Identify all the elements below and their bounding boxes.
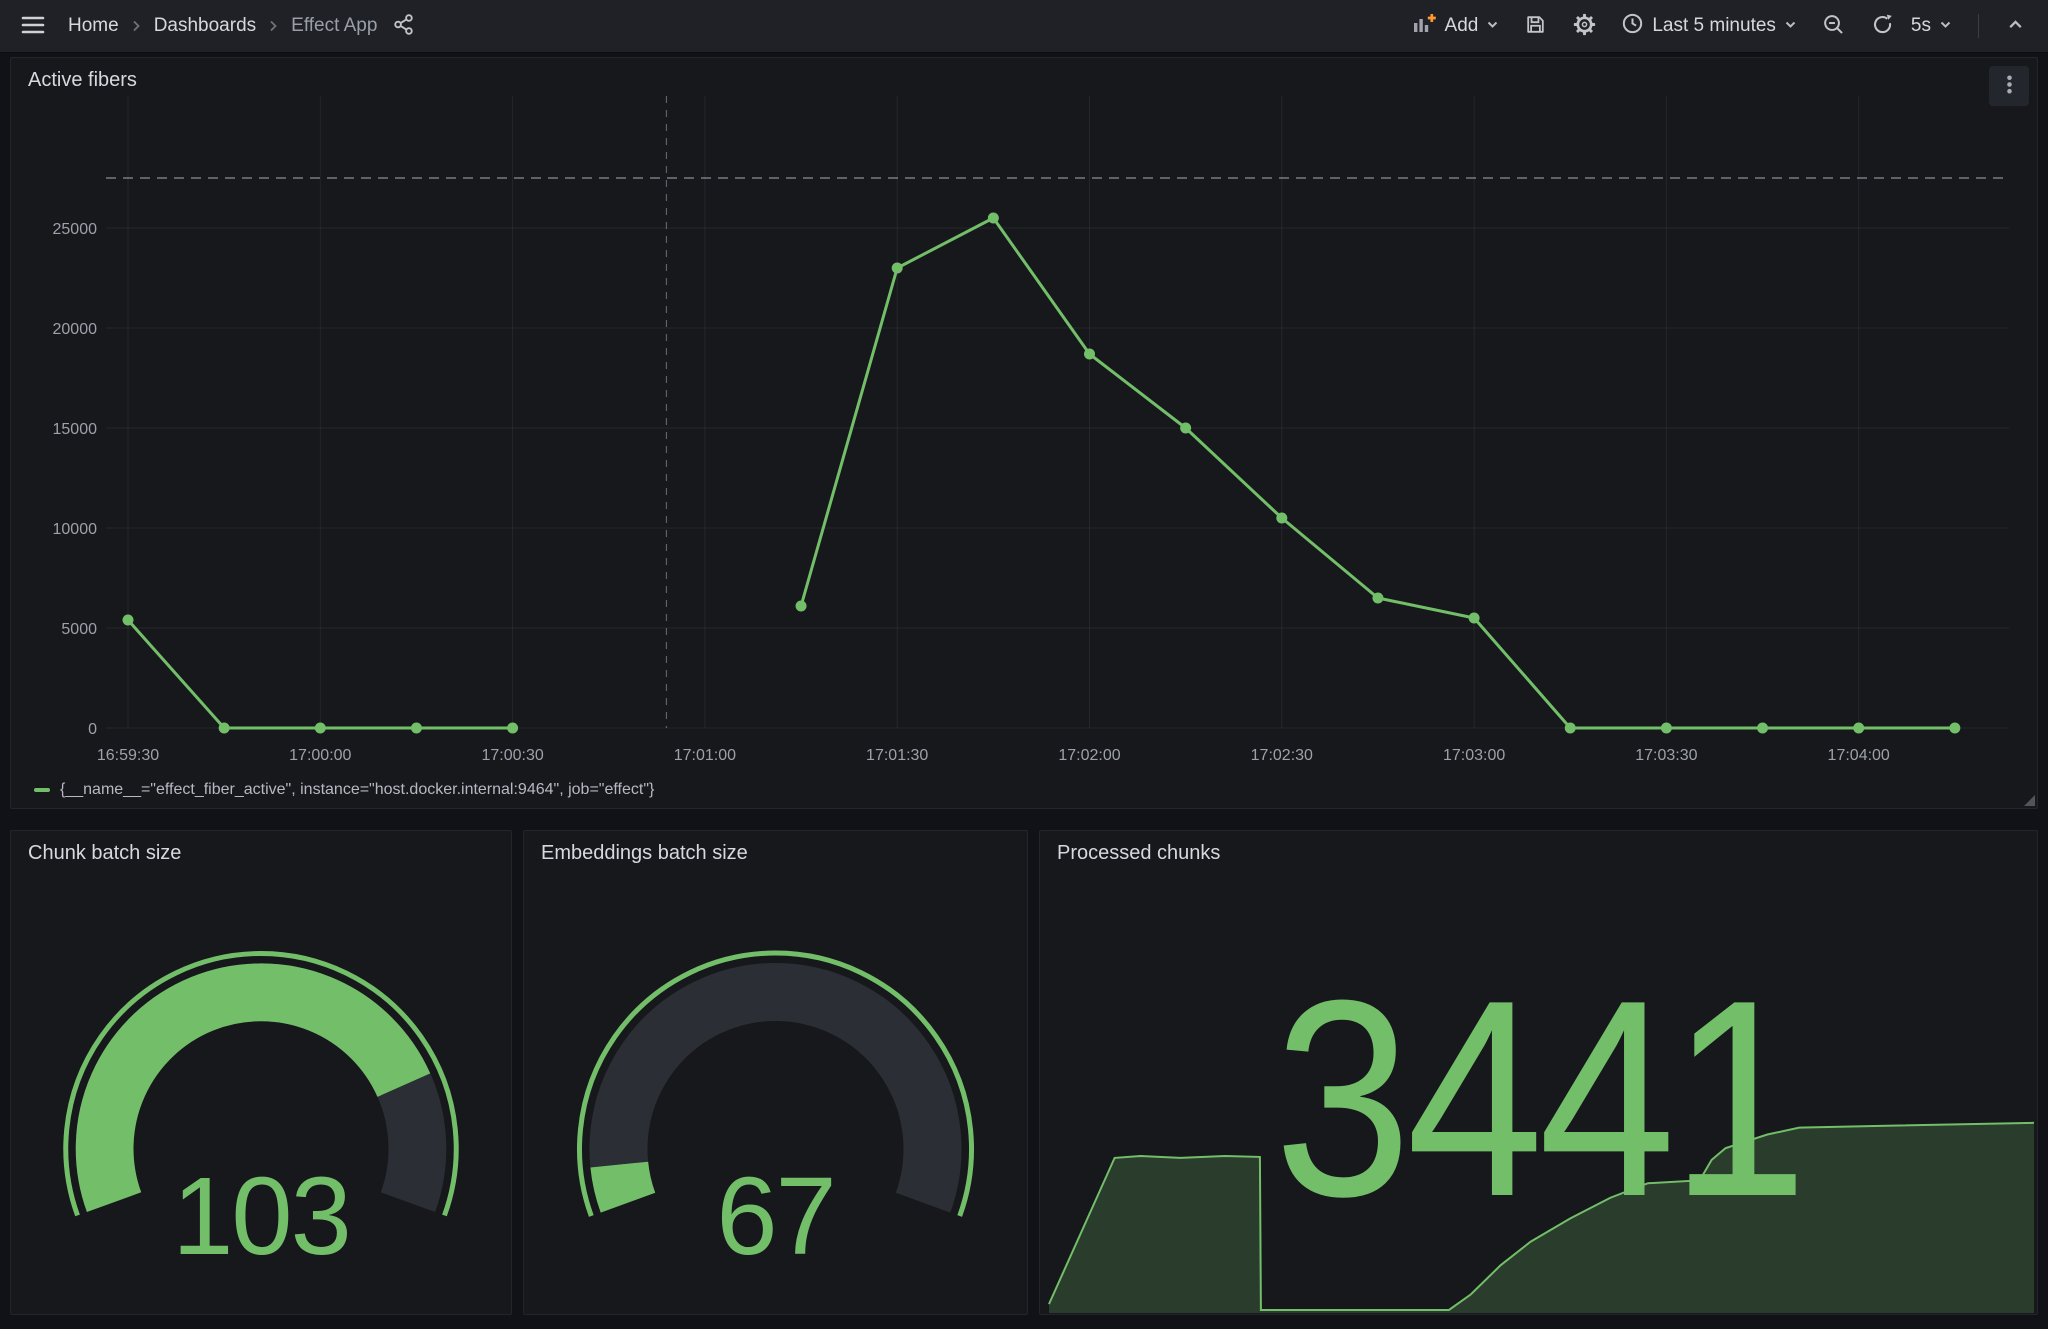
panel-menu-button[interactable] (1989, 66, 2029, 106)
panel-embeddings-batch-size: Embeddings batch size 67 (523, 830, 1028, 1315)
top-navigation: Home Dashboards Effect App Add (0, 0, 2048, 53)
svg-text:17:00:30: 17:00:30 (481, 747, 543, 764)
add-panel-button[interactable]: Add (1408, 7, 1504, 46)
chevron-up-icon (2006, 15, 2025, 37)
stat-value: 3441 (1274, 943, 1807, 1255)
svg-text:17:01:00: 17:01:00 (674, 747, 736, 764)
refresh-interval-picker[interactable]: 5s (1907, 10, 1956, 42)
chevron-right-icon (267, 19, 280, 33)
refresh-icon (1871, 13, 1894, 39)
save-dashboard-button[interactable] (1519, 8, 1552, 44)
breadcrumb-current: Effect App (291, 15, 378, 36)
svg-text:20000: 20000 (53, 321, 98, 338)
panel-title-processed-chunks[interactable]: Processed chunks (1057, 842, 1221, 864)
dashboard-grid: Active fibers 0 5000 10000 15000 20000 25000 1… (0, 53, 2048, 1315)
panel-active-fibers: Active fibers 0 5000 10000 15000 20000 25000 1… (10, 57, 2038, 809)
dashboard-settings-button[interactable] (1568, 8, 1601, 44)
time-series-chart[interactable]: 0 5000 10000 15000 20000 25000 16:59:30 17:00:0… (11, 58, 2037, 808)
svg-text:17:02:30: 17:02:30 (1251, 747, 1313, 764)
zoom-out-icon (1822, 13, 1845, 39)
legend-swatch (34, 788, 50, 792)
kebab-menu-icon (1998, 73, 2021, 99)
share-icon (392, 13, 415, 39)
svg-text:0: 0 (88, 721, 97, 738)
panel-title-active-fibers[interactable]: Active fibers (28, 69, 137, 91)
gauge-value: 103 (172, 1155, 352, 1278)
time-range-picker[interactable]: Last 5 minutes (1617, 7, 1801, 46)
gauge-chart (63, 951, 459, 1217)
zoom-out-time-button[interactable] (1817, 8, 1850, 44)
add-panel-icon (1412, 12, 1437, 41)
chevron-down-icon (1939, 15, 1952, 37)
panel-row: Chunk batch size 103 Embeddings batch si… (10, 830, 2038, 1315)
chevron-right-icon (130, 19, 143, 33)
save-icon (1524, 13, 1547, 39)
gauge-chart (577, 950, 974, 1217)
svg-text:17:02:00: 17:02:00 (1058, 747, 1120, 764)
share-dashboard-button[interactable] (387, 8, 420, 44)
clock-icon (1621, 12, 1644, 41)
svg-text:17:01:30: 17:01:30 (866, 747, 928, 764)
sparkline-chart (1048, 1121, 2035, 1313)
panel-title-chunk-batch-size[interactable]: Chunk batch size (28, 842, 182, 864)
panel-resize-handle[interactable] (2024, 795, 2035, 806)
svg-text:16:59:30: 16:59:30 (97, 747, 159, 764)
svg-text:5000: 5000 (61, 621, 97, 638)
svg-text:15000: 15000 (53, 421, 98, 438)
breadcrumb-dashboards[interactable]: Dashboards (153, 15, 257, 36)
svg-text:17:03:30: 17:03:30 (1635, 747, 1697, 764)
hamburger-icon (19, 12, 47, 41)
gear-icon (1573, 13, 1596, 39)
nav-actions: Add (1408, 7, 2030, 46)
svg-text:17:04:00: 17:04:00 (1828, 747, 1890, 764)
collapse-topbar-button[interactable] (2001, 10, 2030, 42)
panel-chunk-batch-size: Chunk batch size 103 (10, 830, 512, 1315)
chart-legend: {__name__="effect_fiber_active", instanc… (34, 781, 654, 799)
breadcrumb: Home Dashboards Effect App (68, 15, 377, 37)
svg-text:17:03:00: 17:03:00 (1443, 747, 1505, 764)
refresh-button[interactable] (1866, 8, 1899, 44)
gauge-value: 67 (716, 1155, 836, 1278)
chevron-down-icon (1486, 15, 1499, 37)
panel-processed-chunks: Processed chunks 3441 (1039, 830, 2038, 1315)
svg-text:17:00:00: 17:00:00 (289, 747, 351, 764)
menu-toggle-button[interactable] (14, 7, 52, 46)
panel-title-embeddings-batch-size[interactable]: Embeddings batch size (541, 842, 748, 864)
chevron-down-icon (1784, 15, 1797, 37)
svg-text:25000: 25000 (53, 221, 98, 238)
svg-text:10000: 10000 (53, 521, 98, 538)
toolbar-divider (1978, 14, 1979, 38)
breadcrumb-home[interactable]: Home (68, 15, 119, 36)
legend-label[interactable]: {__name__="effect_fiber_active", instanc… (60, 781, 655, 798)
